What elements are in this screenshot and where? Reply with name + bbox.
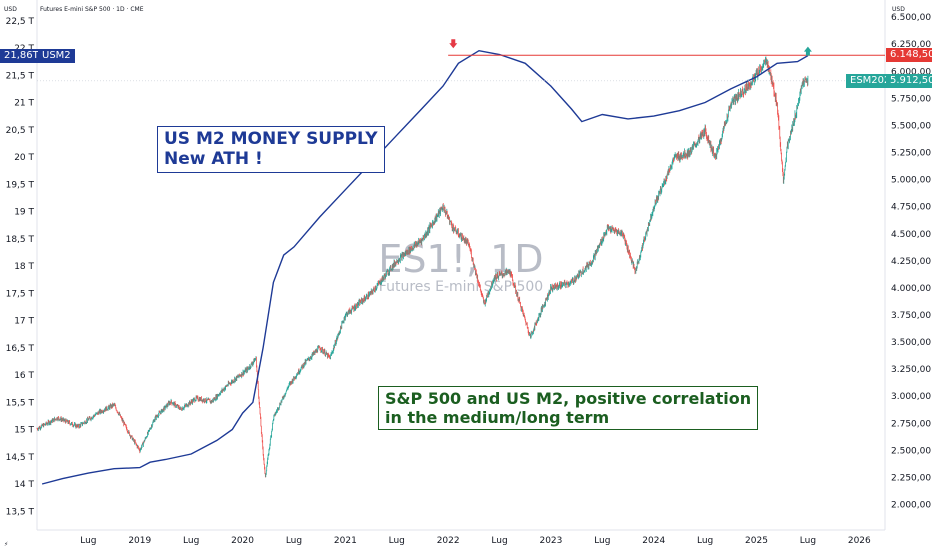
right-tick-label: 4.500,00 bbox=[891, 230, 931, 240]
x-tick-label: 2025 bbox=[745, 536, 768, 546]
right-axis-unit: USD bbox=[892, 6, 905, 13]
x-axis-ticks: Lug 2019 Lug 2020 Lug 2021 Lug 2022 Lug 2023 Lug 20… bbox=[80, 536, 871, 546]
right-tick-label: 6.000,00 bbox=[891, 67, 931, 77]
right-tick-label: 2.750,00 bbox=[891, 419, 931, 429]
m2-line bbox=[41, 49, 809, 485]
left-tick-label: 16,5 T bbox=[6, 344, 35, 354]
right-tick-label: 5.750,00 bbox=[891, 94, 931, 104]
sp-annotation-line2: in the medium/long term bbox=[385, 408, 610, 428]
left-tick-label: 14 T bbox=[14, 480, 34, 490]
m2-value-badge: 21,86T bbox=[0, 48, 39, 63]
left-tick-label: 13,5 T bbox=[6, 507, 35, 517]
x-tick-label: 2022 bbox=[437, 536, 460, 546]
x-tick-label: Lug bbox=[594, 536, 610, 546]
watermark-name: Futures E-mini S&P 500 bbox=[379, 279, 543, 295]
x-tick-label: Lug bbox=[697, 536, 713, 546]
left-tick-label: 21 T bbox=[14, 99, 34, 109]
right-tick-label: 5.000,00 bbox=[891, 176, 931, 186]
left-axis-unit: USD bbox=[4, 6, 17, 13]
left-tick-label: 17,5 T bbox=[6, 289, 35, 299]
left-tick-label: 16 T bbox=[14, 371, 34, 381]
right-tick-label: 4.000,00 bbox=[891, 284, 931, 294]
right-tick-label: 4.750,00 bbox=[891, 203, 931, 213]
left-tick-label: 19 T bbox=[14, 208, 34, 218]
x-tick-label: Lug bbox=[389, 536, 405, 546]
right-tick-label: 6.500,00 bbox=[891, 13, 931, 23]
sp500-candles bbox=[36, 56, 809, 478]
right-tick-label: 3.500,00 bbox=[891, 338, 931, 348]
left-tick-label: 14,5 T bbox=[6, 453, 35, 463]
chart-title: Futures E-mini S&P 500 · 1D · CME bbox=[40, 6, 144, 13]
x-tick-label: 2026 bbox=[848, 536, 871, 546]
es-value-badge: 5.912,50 bbox=[886, 73, 932, 88]
x-tick-label: 2020 bbox=[231, 536, 254, 546]
m2-annotation-box[interactable]: US M2 MONEY SUPPLY New ATH ! bbox=[157, 126, 385, 173]
x-tick-label: Lug bbox=[80, 536, 96, 546]
time-zone-icon[interactable]: ⚡ bbox=[4, 541, 8, 548]
right-tick-label: 2.500,00 bbox=[891, 446, 931, 456]
right-tick-label: 3.750,00 bbox=[891, 311, 931, 321]
x-tick-label: Lug bbox=[800, 536, 816, 546]
right-tick-label: 3.250,00 bbox=[891, 365, 931, 375]
chart-lines bbox=[37, 49, 885, 485]
sp-annotation-line1: S&P 500 and US M2, positive correlation bbox=[385, 389, 752, 408]
right-tick-label: 4.250,00 bbox=[891, 257, 931, 267]
m2-annotation-line1: US M2 MONEY SUPPLY bbox=[164, 129, 378, 149]
left-tick-label: 20 T bbox=[14, 153, 34, 163]
right-tick-label: 6.250,00 bbox=[891, 40, 931, 50]
left-tick-label: 15,5 T bbox=[6, 398, 35, 408]
level-value-badge: 6.148,50 bbox=[886, 48, 932, 63]
left-tick-label: 19,5 T bbox=[6, 180, 35, 190]
m2-symbol-badge: USM2 bbox=[38, 48, 75, 63]
x-tick-label: Lug bbox=[183, 536, 199, 546]
right-tick-label: 2.000,00 bbox=[891, 501, 931, 511]
x-tick-label: 2021 bbox=[334, 536, 357, 546]
left-tick-label: 18,5 T bbox=[6, 235, 35, 245]
right-tick-label: 3.000,00 bbox=[891, 392, 931, 402]
x-tick-label: 2024 bbox=[642, 536, 665, 546]
chart-markers bbox=[449, 39, 812, 56]
arrow-up-icon bbox=[803, 46, 812, 56]
left-tick-label: 18 T bbox=[14, 262, 34, 272]
x-tick-label: Lug bbox=[491, 536, 507, 546]
left-axis-ticks: 22,5 T22 T21,5 T21 T20,5 T20 T19,5 T19 T… bbox=[6, 17, 35, 518]
x-tick-label: 2019 bbox=[128, 536, 151, 546]
right-axis-ticks: 6.500,00 6.250,00 6.000,00 5.750,00 5.500,00… bbox=[891, 13, 931, 510]
right-tick-label: 5.250,00 bbox=[891, 149, 931, 159]
m2-annotation-line2: New ATH ! bbox=[164, 149, 263, 170]
left-tick-label: 21,5 T bbox=[6, 71, 35, 81]
arrow-down-icon bbox=[449, 39, 458, 49]
left-tick-label: 17 T bbox=[14, 317, 34, 327]
right-tick-label: 5.500,00 bbox=[891, 121, 931, 131]
sp-annotation-box[interactable]: S&P 500 and US M2, positive correlation … bbox=[378, 386, 759, 431]
right-tick-label: 2.250,00 bbox=[891, 473, 931, 483]
watermark-symbol: ES1!, 1D bbox=[378, 237, 543, 281]
left-tick-label: 15 T bbox=[14, 426, 34, 436]
x-tick-label: 2023 bbox=[539, 536, 562, 546]
x-tick-label: Lug bbox=[286, 536, 302, 546]
left-tick-label: 20,5 T bbox=[6, 126, 35, 136]
left-tick-label: 22,5 T bbox=[6, 17, 35, 27]
